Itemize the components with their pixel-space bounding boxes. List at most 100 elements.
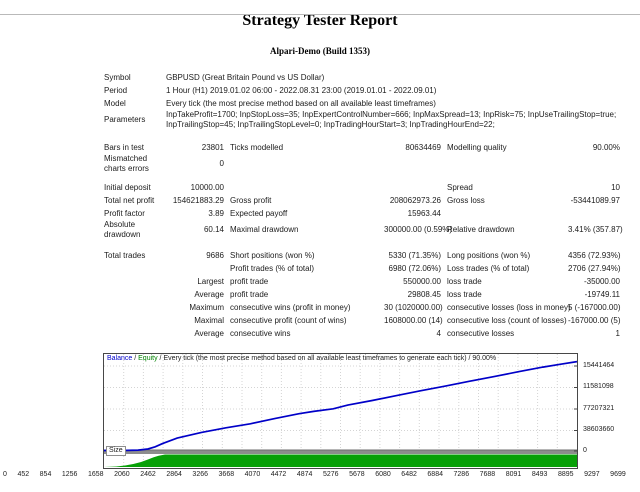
report-cell: consecutive wins	[230, 328, 291, 338]
report-cell: 4356 (72.93%)	[568, 250, 621, 260]
row-gap	[104, 129, 620, 141]
report-cell: consecutive profit (count of wins)	[230, 315, 347, 325]
y-axis-label: 11581098	[583, 383, 614, 390]
report-cell: consecutive losses (loss in money)	[447, 302, 571, 312]
report-cell: Largest	[197, 276, 224, 286]
report-cell: Bars in test	[104, 142, 145, 152]
report-cell: 2706 (27.94%)	[568, 263, 621, 273]
report-row: Profit trades (% of total) 6980 (72.06%) L…	[104, 262, 620, 275]
report-cell: 90.00%	[592, 142, 620, 152]
report-row: Mismatched charts errors 0	[104, 154, 620, 173]
report-cell: Expected payoff	[230, 208, 288, 218]
x-axis-label: 4874	[296, 471, 313, 478]
report-cell: 10000.00	[190, 182, 224, 192]
x-axis-label: 5276	[322, 471, 339, 478]
report-cell: Parameters	[104, 114, 146, 124]
report-cell: -167000.00 (5)	[568, 315, 621, 325]
report-cell: Average	[194, 328, 224, 338]
report-cell: profit trade	[230, 289, 269, 299]
report-cell: 300000.00 (0.59%)	[384, 224, 453, 234]
x-axis-label: 6482	[401, 471, 417, 478]
report-row: Largest profit trade 550000.00 loss trade -3…	[104, 275, 620, 288]
report-row: Maximum consecutive wins (profit in money…	[104, 301, 620, 314]
report-cell: 1 Hour (H1) 2019.01.02 06:00 - 2022.08.3…	[166, 85, 437, 95]
report-cell: 30 (1020000.00)	[384, 302, 443, 312]
x-axis-label: 3668	[218, 471, 235, 478]
report-cell: Ticks modelled	[230, 142, 284, 152]
top-divider	[0, 14, 640, 15]
x-axis-label: 7688	[479, 471, 496, 478]
y-axis-label: 0	[583, 446, 587, 454]
chart-legend: Balance / Equity / Every tick (the most …	[107, 355, 496, 363]
strategy-tester-report-page: { "header": { "title": "Strategy Tester …	[0, 12, 640, 492]
report-cell: 154621883.29	[172, 195, 224, 205]
y-axis-label: 77207321	[583, 404, 615, 412]
report-row: Maximal consecutive profit (count of wins…	[104, 314, 620, 327]
x-axis-label: 4472	[270, 471, 287, 478]
report-row: Average profit trade 29808.45 loss trade -19…	[104, 288, 620, 301]
report-row: Parameters InpTakeProfit=1700; InpStopLos…	[104, 110, 620, 129]
x-axis-label: 6080	[375, 471, 391, 478]
legend-part: / Every tick (the most precise method ba…	[157, 355, 497, 362]
row-gap	[104, 239, 620, 249]
x-axis-label: 2864	[166, 471, 182, 478]
x-axis-label: 2462	[140, 471, 156, 478]
legend-part: Equity	[138, 355, 158, 362]
y-axis-label: 15441464	[583, 361, 615, 369]
y-axis-labels: 15441464 11581098 77207321 38603660 0	[583, 353, 639, 467]
y-axis-label: 38603660	[583, 426, 615, 433]
report-cell: 9686	[206, 250, 224, 260]
report-cell: 0	[219, 158, 224, 168]
report-cell: -53441089.97	[570, 195, 620, 205]
x-axis-label: 3266	[192, 471, 208, 478]
x-axis-label: 452	[17, 471, 30, 478]
report-row: Initial deposit 10000.00 Spread 10	[104, 181, 620, 194]
report-cell: Symbol	[104, 72, 131, 82]
report-cell: Maximal	[194, 315, 224, 325]
report-cell: -35000.00	[583, 276, 620, 286]
report-cell: 3.41% (357.87)	[568, 224, 623, 234]
report-cell: 1608000.00 (14)	[384, 315, 443, 325]
report-cell: loss trade	[447, 276, 482, 286]
report-cell: 60.14	[203, 224, 224, 234]
x-axis-label: 8493	[531, 471, 548, 478]
report-cell: Initial deposit	[104, 182, 151, 192]
report-cell: Total trades	[104, 250, 146, 260]
report-cell: -19749.11	[584, 289, 620, 299]
report-row: Period 1 Hour (H1) 2019.01.02 06:00 - 202…	[104, 84, 620, 97]
x-axis-labels: 0 452 854 1256 1658 2060 2462 2864 3266 3668 4070 4…	[3, 471, 626, 479]
divider-band	[104, 450, 577, 454]
report-cell: Period	[104, 85, 128, 95]
report-row: Profit factor 3.89 Expected payoff 15963.44	[104, 207, 620, 220]
report-cell: Profit trades (% of total)	[230, 263, 315, 273]
report-cell: Maximum	[189, 302, 224, 312]
report-cell: Mismatched charts errors	[104, 154, 149, 173]
x-axis-label: 8895	[557, 471, 574, 478]
x-axis-label: 1658	[87, 471, 104, 478]
report-cell: Loss trades (% of total)	[447, 263, 530, 273]
report-cell: 3.89	[208, 208, 224, 218]
chart-plot-area: Balance / Equity / Every tick (the most …	[103, 353, 578, 469]
x-axis-label: 4070	[244, 471, 261, 478]
x-axis-label: 0	[3, 471, 7, 478]
report-cell: Modelling quality	[447, 142, 507, 152]
report-cell: profit trade	[230, 276, 269, 286]
report-cell: Gross profit	[230, 195, 272, 205]
report-cell: consecutive loss (count of losses)	[447, 315, 567, 325]
report-row: Total trades 9686 Short positions (won %) 5…	[104, 249, 620, 262]
size-area	[104, 454, 577, 467]
x-axis-label: 6884	[427, 471, 443, 478]
report-cell: 23801	[201, 142, 224, 152]
report-title: Strategy Tester Report	[242, 12, 398, 29]
report-row: Average consecutive wins 4 consecutive loss…	[104, 327, 620, 340]
report-cell: 6980 (72.06%)	[388, 263, 441, 273]
report-row: Absolute drawdown 60.14 Maximal drawdown 30…	[104, 220, 623, 239]
size-label: Size	[106, 446, 126, 456]
report-cell: Total net profit	[104, 195, 155, 205]
report-cell: 15963.44	[407, 208, 441, 218]
report-cell: Spread	[447, 182, 473, 192]
x-axis-label: 2060	[114, 471, 130, 478]
report-cell: Average	[194, 289, 224, 299]
report-cell: 4	[436, 328, 441, 338]
report-cell: Absolute drawdown	[104, 220, 141, 239]
